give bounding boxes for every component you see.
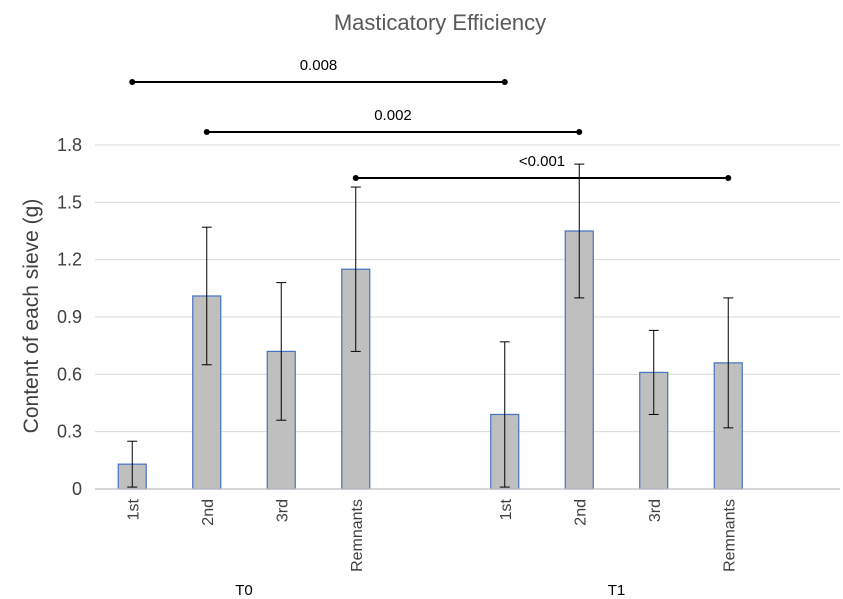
x-tick-label: 1st: [498, 498, 515, 520]
x-tick-label: Remnants: [349, 499, 366, 572]
comparison-brackets: 0.008 0.002 <0.001: [129, 57, 732, 181]
x-tick-label: Remnants: [721, 499, 738, 572]
p-value-label: 0.008: [300, 57, 338, 74]
p-value-label: 0.002: [374, 107, 412, 124]
group-label: T0: [235, 582, 253, 599]
x-tick-label: 2nd: [200, 499, 217, 526]
y-tick-label: 0.6: [57, 364, 82, 384]
x-tick-label: 3rd: [647, 499, 664, 522]
comparison-endpoint: [576, 129, 583, 135]
y-tick-label: 0.3: [57, 422, 82, 442]
error-bars: [127, 163, 734, 488]
y-tick-label: 1.8: [57, 135, 82, 155]
comparison-endpoint: [352, 175, 359, 181]
comparison-endpoint: [203, 129, 210, 135]
axes: 0 0.3 0.6 0.9 1.2 1.5 1.8 1st 2nd 3rd Remnants T0 1s…: [57, 135, 840, 599]
comparison-endpoint: [725, 175, 732, 181]
comparison-endpoint: [129, 79, 136, 85]
x-tick-label: 3rd: [274, 499, 291, 522]
y-tick-label: 0: [72, 479, 82, 499]
x-tick-label: 1st: [125, 498, 142, 520]
x-tick-label: 2nd: [572, 499, 589, 526]
y-axis-label: Content of each sieve (g): [20, 199, 43, 434]
y-tick-label: 1.2: [57, 250, 82, 270]
group-label: T1: [608, 582, 626, 599]
y-tick-label: 0.9: [57, 307, 82, 327]
comparison-endpoint: [501, 79, 508, 85]
p-value-label: <0.001: [519, 153, 565, 170]
bars: [117, 230, 743, 490]
chart-title: Masticatory Efficiency: [334, 10, 546, 35]
y-tick-label: 1.5: [57, 192, 82, 212]
